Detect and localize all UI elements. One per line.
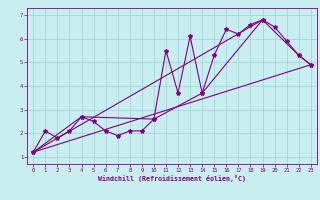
X-axis label: Windchill (Refroidissement éolien,°C): Windchill (Refroidissement éolien,°C) <box>98 175 246 182</box>
